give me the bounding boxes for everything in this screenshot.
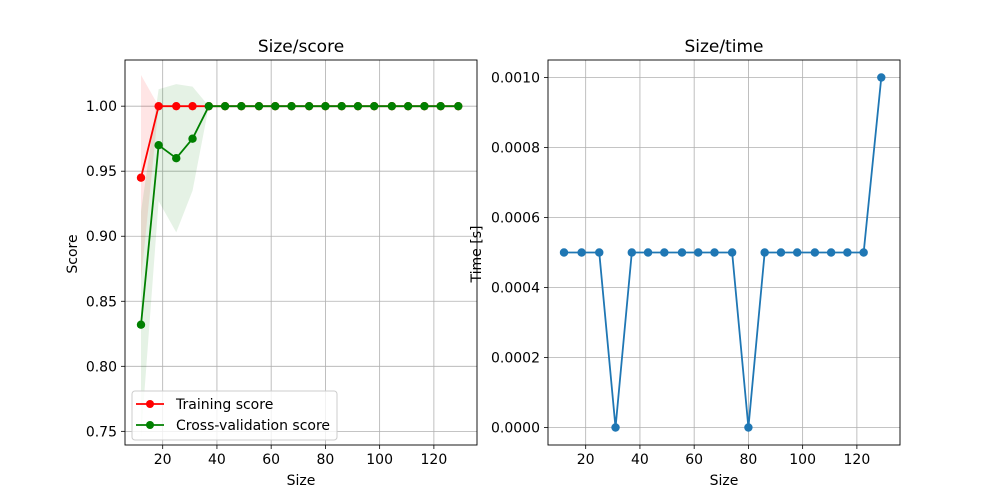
legend-cv-label: Cross-validation score (176, 418, 330, 434)
time-chart-x-axis-label: Size (710, 473, 739, 489)
score-chart-series-1-point (220, 101, 230, 111)
score-chart-series-1-point (188, 134, 197, 143)
legend-cv-swatch-marker (146, 421, 154, 429)
time-chart-x-tick-label: 40 (631, 452, 649, 468)
score-chart-title: Size/score (258, 37, 344, 57)
score-chart-series-1-point (387, 101, 397, 111)
time-chart-x-tick-label: 60 (685, 452, 703, 468)
score-chart-series-0-point (154, 101, 163, 111)
score-chart-series-1-point (436, 101, 445, 111)
time-chart-title: Size/time (684, 37, 763, 57)
time-chart-y-axis-label: Time [s] (469, 226, 485, 284)
score-chart-y-tick-label: 0.75 (86, 424, 117, 440)
time-chart-frame (547, 59, 901, 446)
score-chart-series-1-point (403, 101, 413, 111)
score-chart-x-tick-label: 120 (421, 452, 448, 468)
score-chart-y-tick-label: 1.00 (86, 99, 117, 115)
score-chart-y-tick-label: 0.80 (86, 359, 117, 375)
time-chart-series-0-point (826, 248, 836, 257)
time-chart-series-0-point (760, 248, 769, 257)
legend-training-swatch-marker (146, 400, 154, 408)
score-chart-series-1-point (420, 101, 429, 111)
time-chart-series-0-point (577, 248, 586, 257)
score-chart-legend: Training score Cross-validation score (131, 390, 338, 441)
score-chart-axes-frame (124, 59, 478, 446)
score-chart-frame (124, 59, 478, 446)
score-chart-series-1-point (154, 140, 163, 150)
time-chart-series-0-point (595, 248, 604, 257)
time-chart: Size/time 20 40 60 80 100 120 0.0000 0.0002 0.00… (469, 37, 901, 489)
time-chart-series-0-point (877, 73, 886, 82)
time-chart-series-0-point (859, 248, 868, 257)
time-chart-grid (548, 60, 900, 445)
score-chart-x-tick-label: 100 (366, 452, 393, 468)
time-chart-series-0-point (611, 423, 620, 432)
time-chart-y-tick-label: 0.0004 (491, 281, 540, 297)
time-chart-series-0-point (744, 423, 753, 432)
score-chart-ticks: 20 40 60 80 100 120 0.75 0.80 0.85 0.90 0.95 1.00 (86, 99, 447, 468)
time-chart-x-tick-label: 20 (577, 452, 595, 468)
score-chart-y-tick-label: 0.95 (86, 164, 117, 180)
time-chart-series-0-point (677, 248, 687, 257)
time-chart-y-tick-label: 0.0006 (491, 211, 540, 227)
time-chart-x-tick-label: 80 (739, 452, 757, 468)
time-chart-y-tick-label: 0.0010 (491, 71, 540, 87)
score-chart-y-tick-label: 0.90 (86, 229, 117, 245)
time-chart-series-0-point (793, 248, 802, 257)
score-chart-series-1-point (287, 101, 296, 111)
time-chart-series-0-point (710, 248, 719, 257)
time-chart-ticks: 20 40 60 80 100 120 0.0000 0.0002 0.0004 0.0006 0.… (491, 71, 870, 469)
score-chart-series-1-point (304, 101, 314, 111)
score-chart-series-1-band (141, 84, 459, 438)
score-chart-series-1-point (204, 101, 213, 111)
time-chart-series-0-point (627, 248, 636, 257)
legend-box (131, 390, 338, 441)
time-chart-series-0-point (559, 248, 569, 257)
score-chart-series-0-point (136, 173, 146, 182)
time-chart-y-tick-label: 0.0002 (491, 351, 540, 367)
score-chart: Size/score 20 40 60 80 100 120 0.75 0.80 0.85 0.9… (65, 37, 478, 489)
score-chart-x-tick-label: 60 (262, 452, 280, 468)
score-chart-series-0-point (172, 101, 181, 111)
time-chart-y-tick-label: 0.0000 (491, 421, 540, 437)
score-chart-x-axis-label: Size (287, 473, 316, 489)
time-chart-series-0-point (776, 248, 786, 257)
score-chart-series-1-point (370, 101, 379, 111)
time-chart-series-0-point (727, 248, 737, 257)
score-chart-series-1-point (271, 101, 280, 111)
time-chart-series-0-point (694, 248, 703, 257)
score-chart-series-1-point (353, 101, 363, 111)
score-chart-series-1-point (337, 101, 346, 111)
score-chart-series-1-point (172, 154, 181, 163)
time-chart-x-tick-label: 100 (789, 452, 816, 468)
score-chart-series-0-point (188, 101, 197, 111)
score-chart-series (136, 101, 463, 329)
score-chart-series-1-point (321, 101, 330, 111)
time-chart-series-0-point (810, 248, 820, 257)
score-chart-series-1-point (254, 101, 264, 111)
score-chart-series-1-point (237, 101, 246, 111)
score-chart-series-1-point (136, 320, 146, 329)
legend-training-label: Training score (175, 397, 273, 413)
score-chart-x-tick-label: 80 (316, 452, 334, 468)
time-chart-series-0-point (843, 248, 852, 257)
time-chart-series (559, 73, 886, 432)
time-chart-y-tick-label: 0.0008 (491, 141, 540, 157)
score-chart-bands (141, 74, 459, 438)
score-chart-x-tick-label: 20 (154, 452, 172, 468)
time-chart-series-0-point (660, 248, 669, 257)
score-chart-x-tick-label: 40 (208, 452, 226, 468)
time-chart-axes-frame (547, 59, 901, 446)
time-chart-series-0-point (643, 248, 653, 257)
score-chart-y-tick-label: 0.85 (86, 294, 117, 310)
time-chart-x-tick-label: 120 (844, 452, 871, 468)
score-chart-y-axis-label: Score (65, 234, 81, 273)
score-chart-series-1-point (454, 101, 463, 111)
